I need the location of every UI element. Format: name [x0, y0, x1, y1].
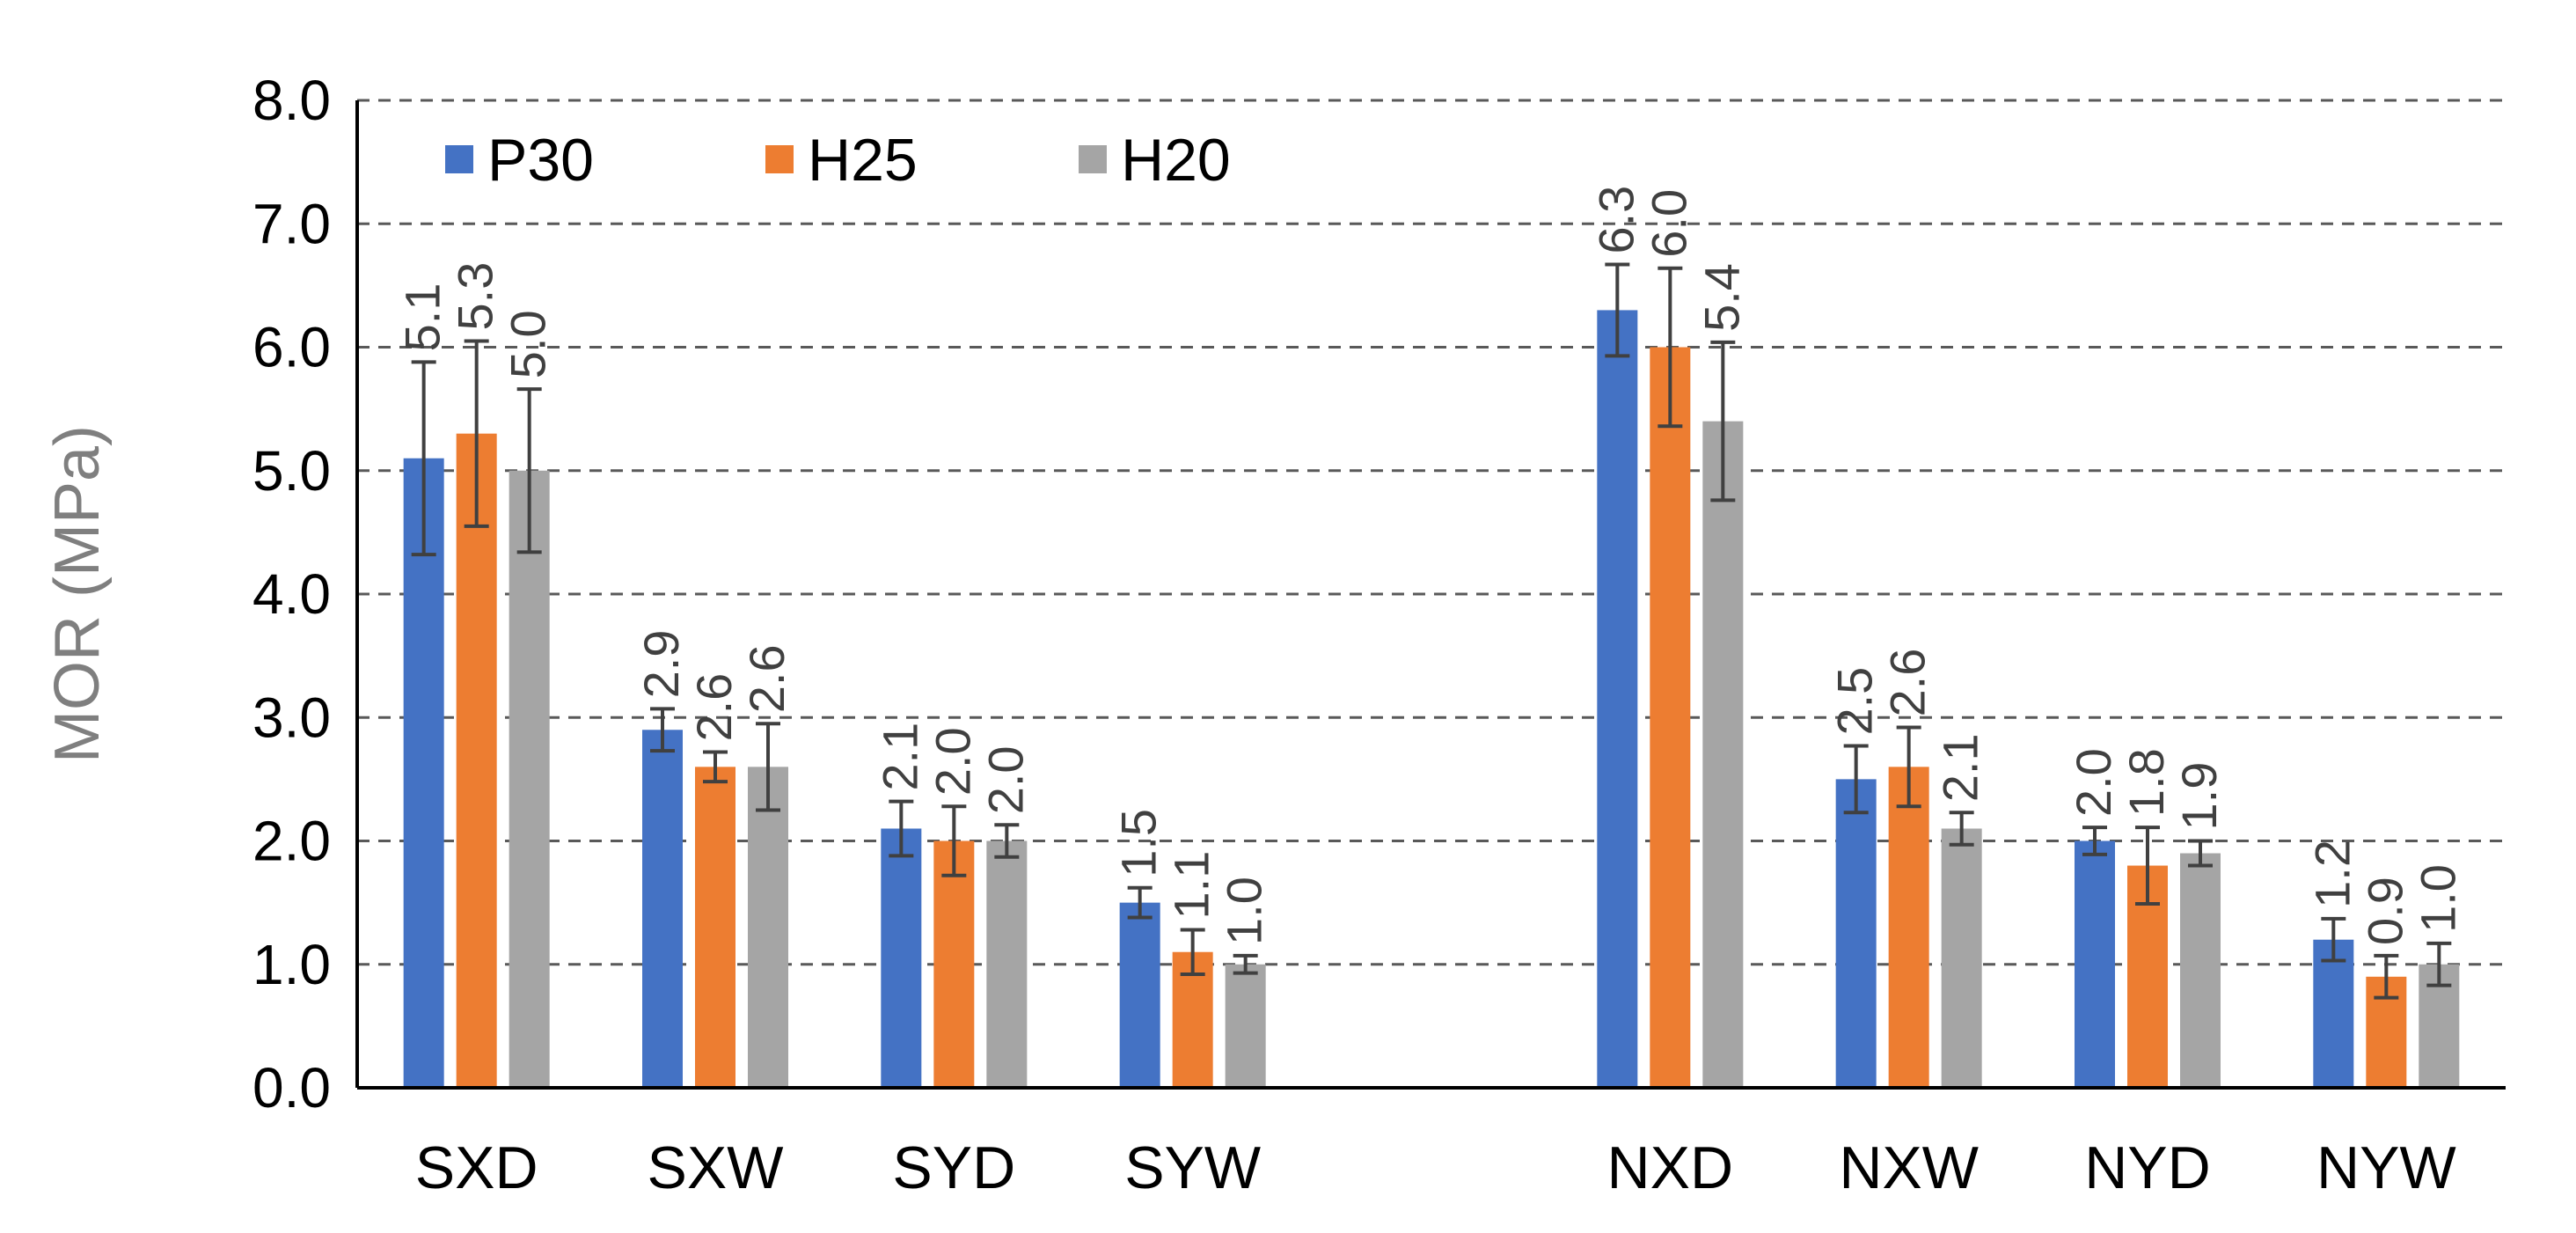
bar-p30 — [2313, 939, 2354, 1088]
y-tick-label: 2.0 — [252, 810, 331, 873]
y-tick-label: 3.0 — [252, 686, 331, 749]
data-label: 1.2 — [2304, 840, 2360, 908]
data-label: 5.0 — [501, 310, 556, 378]
data-label: 6.3 — [1588, 186, 1643, 254]
y-tick-label: 8.0 — [252, 69, 331, 132]
data-label: 2.5 — [1827, 667, 1883, 736]
y-tick-label: 7.0 — [252, 192, 331, 255]
data-label: 1.0 — [2410, 864, 2465, 933]
bar-h20 — [1941, 828, 1982, 1088]
category-label: SXW — [648, 1134, 784, 1201]
error-bars — [411, 262, 2452, 1000]
data-label: 2.0 — [977, 745, 1033, 814]
data-labels: 5.15.35.02.92.62.62.12.02.01.51.11.06.36… — [395, 186, 2466, 945]
bar-h20 — [1225, 964, 1266, 1088]
bar-p30 — [1119, 902, 1160, 1088]
category-label: NXD — [1607, 1134, 1734, 1201]
x-category-labels: SXD SXW SYD SYW NXD NXW NYD NYW — [415, 1134, 2456, 1201]
data-label: 2.9 — [633, 630, 689, 699]
bar-p30 — [881, 828, 922, 1088]
legend: P30 H25 H20 — [445, 127, 1231, 194]
bar-p30 — [1597, 310, 1638, 1088]
category-label: NYD — [2084, 1134, 2211, 1201]
bar-p30 — [2075, 840, 2115, 1088]
bar-p30 — [1835, 779, 1877, 1088]
legend-label: H25 — [808, 127, 918, 194]
bar-h25 — [1650, 347, 1691, 1088]
data-label: 1.1 — [1164, 851, 1219, 920]
data-label: 2.6 — [1880, 649, 1936, 717]
data-label: 1.8 — [2119, 748, 2174, 817]
bar-p30 — [642, 730, 683, 1088]
y-tick-label: 0.0 — [252, 1056, 331, 1119]
bar-h25 — [695, 767, 735, 1088]
data-label: 1.0 — [1217, 877, 1272, 945]
data-label: 0.9 — [2357, 877, 2412, 945]
legend-label: P30 — [487, 127, 594, 194]
legend-swatch-h20 — [1079, 145, 1107, 173]
bar-h20 — [1702, 421, 1744, 1088]
y-tick-label: 6.0 — [252, 316, 331, 379]
data-label: 2.1 — [1933, 733, 1988, 802]
data-label: 2.1 — [872, 723, 927, 791]
category-label: NXW — [1839, 1134, 1979, 1201]
bar-h20 — [986, 840, 1028, 1088]
data-label: 5.3 — [448, 262, 503, 331]
category-label: SYW — [1124, 1134, 1261, 1201]
bars — [403, 310, 2460, 1088]
y-tick-labels: 0.0 1.0 2.0 3.0 4.0 5.0 6.0 7.0 8.0 — [252, 69, 331, 1119]
data-label: 5.4 — [1694, 263, 1749, 332]
y-tick-label: 1.0 — [252, 933, 331, 996]
data-label: 2.0 — [2066, 748, 2121, 817]
bar-h25 — [1888, 767, 1929, 1088]
legend-label: H20 — [1121, 127, 1231, 194]
data-label: 1.5 — [1111, 809, 1167, 877]
bar-h25 — [456, 433, 497, 1088]
category-label: SYD — [892, 1134, 1015, 1201]
y-tick-label: 5.0 — [252, 439, 331, 503]
bar-p30 — [403, 458, 444, 1088]
data-label: 2.0 — [925, 727, 980, 796]
axes — [355, 100, 2506, 1090]
category-label: SXD — [415, 1134, 538, 1201]
data-label: 1.9 — [2171, 762, 2227, 831]
data-label: 6.0 — [1641, 189, 1696, 258]
data-label: 5.1 — [395, 283, 450, 351]
bar-h20 — [509, 470, 550, 1088]
legend-swatch-p30 — [445, 145, 473, 173]
legend-swatch-h25 — [765, 145, 794, 173]
y-axis-title: MOR (MPa) — [42, 425, 113, 763]
bar-h20 — [748, 767, 788, 1088]
data-label: 2.6 — [739, 644, 794, 713]
bar-h20 — [2180, 853, 2221, 1088]
bar-h25 — [933, 840, 975, 1088]
y-tick-label: 4.0 — [252, 562, 331, 626]
data-label: 2.6 — [686, 673, 742, 742]
category-label: NYW — [2316, 1134, 2456, 1201]
